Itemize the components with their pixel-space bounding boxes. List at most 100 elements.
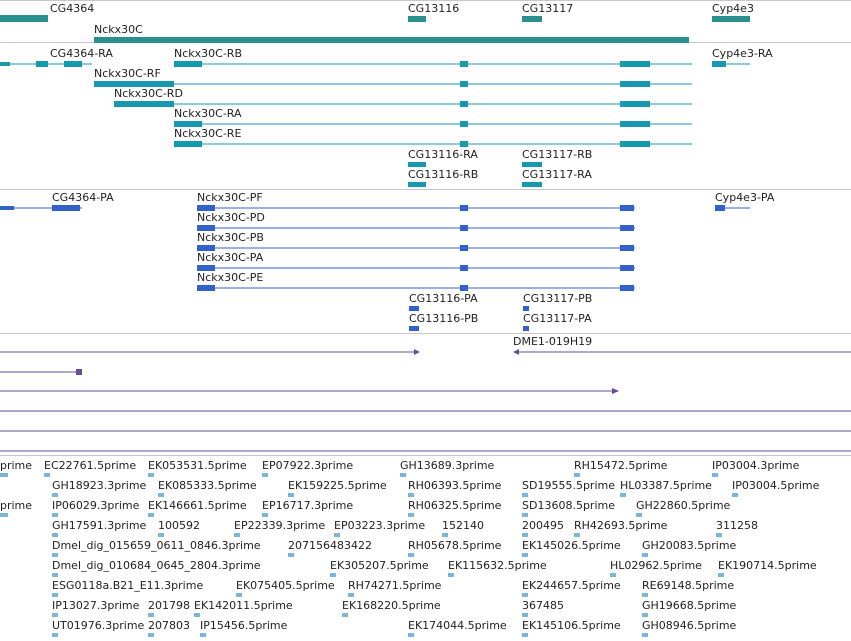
est-feature[interactable]: 207156483422	[288, 539, 372, 557]
transcript-feature[interactable]: CG13117-RA	[522, 168, 592, 187]
est-feature[interactable]: RH05678.5prime	[408, 539, 502, 557]
est-feature[interactable]: EC22761.5prime	[44, 459, 136, 477]
clone-feature[interactable]: DME1-019H19	[513, 335, 851, 355]
est-feature[interactable]: EK305207.5prime	[330, 559, 429, 577]
est-feature[interactable]: RH06325.5prime	[408, 499, 502, 517]
est-feature[interactable]: EP03223.3prime	[334, 519, 425, 537]
gene-feature[interactable]: CG13117	[522, 2, 573, 22]
protein-label: Nckx30C-PA	[197, 251, 264, 264]
est-feature[interactable]: EK053531.5prime	[148, 459, 247, 477]
est-feature[interactable]: RE69148.5prime	[642, 579, 734, 597]
est-feature[interactable]: EK145026.5prime	[522, 539, 621, 557]
est-feature[interactable]: EK174044.5prime	[408, 619, 507, 637]
transcript-feature[interactable]: Nckx30C-RA	[174, 107, 692, 127]
est-feature[interactable]: HL02962.5prime	[610, 559, 702, 577]
est-feature[interactable]: EK244657.5prime	[522, 579, 621, 597]
est-feature[interactable]: RH06393.5prime	[408, 479, 502, 497]
est-feature[interactable]: EK075405.5prime	[236, 579, 335, 597]
est-feature[interactable]: SD19555.5prime	[522, 479, 615, 497]
est-feature[interactable]: IP03004.5prime	[732, 479, 820, 497]
protein-feature[interactable]: Nckx30C-PA	[197, 251, 635, 271]
est-feature[interactable]: prime	[0, 459, 32, 477]
est-feature[interactable]: Dmel_dig_010684_0645_2804.3prime	[52, 559, 261, 577]
transcript-feature[interactable]: CG13117-RB	[522, 148, 592, 167]
est-label: EK244657.5prime	[522, 579, 621, 592]
est-feature[interactable]: EK190714.5prime	[718, 559, 817, 577]
est-feature[interactable]: HL03387.5prime	[620, 479, 712, 497]
est-feature[interactable]: IP06029.3prime	[52, 499, 140, 517]
protein-label: Cyp4e3-PA	[715, 191, 775, 204]
est-label: EK159225.5prime	[288, 479, 387, 492]
est-feature[interactable]: EK115632.5prime	[448, 559, 547, 577]
transcript-feature[interactable]: CG13116-RB	[408, 168, 478, 187]
est-feature[interactable]: 100592	[158, 519, 200, 537]
est-feature[interactable]: 152140	[442, 519, 484, 537]
est-feature[interactable]: EK146661.5prime	[148, 499, 247, 517]
est-feature[interactable]: 367485	[522, 599, 564, 617]
est-feature[interactable]: 207803	[148, 619, 190, 637]
est-label: 207803	[148, 619, 190, 632]
est-feature[interactable]: SD13608.5prime	[522, 499, 615, 517]
est-feature[interactable]: EK168220.5prime	[342, 599, 441, 617]
est-feature[interactable]: IP03004.3prime	[712, 459, 800, 477]
transcript-label: Nckx30C-RF	[94, 67, 161, 80]
est-feature[interactable]: EP16717.3prime	[262, 499, 353, 517]
est-feature[interactable]: prime	[0, 499, 32, 517]
est-feature[interactable]: IP13027.3prime	[52, 599, 140, 617]
protein-feature[interactable]: Nckx30C-PF	[197, 191, 635, 211]
clone-track: DME1-019H19	[0, 335, 851, 452]
transcript-feature[interactable]: Nckx30C-RE	[174, 127, 692, 147]
est-feature[interactable]: RH15472.5prime	[574, 459, 668, 477]
est-feature[interactable]: EP07922.3prime	[262, 459, 353, 477]
est-feature[interactable]: EP22339.3prime	[234, 519, 325, 537]
est-feature[interactable]: UT01976.3prime	[52, 619, 145, 637]
protein-feature[interactable]: CG13116-PA	[409, 292, 478, 311]
protein-label: Nckx30C-PB	[197, 231, 264, 244]
gene-feature[interactable]: CG13116	[408, 2, 459, 22]
protein-feature[interactable]: CG13116-PB	[409, 312, 478, 331]
est-feature[interactable]: EK142011.5prime	[194, 599, 293, 617]
protein-feature[interactable]: Nckx30C-PB	[197, 231, 635, 251]
est-feature[interactable]: IP15456.5prime	[200, 619, 288, 637]
transcript-feature[interactable]: Nckx30C-RB	[174, 47, 692, 67]
est-feature[interactable]: 311258	[716, 519, 758, 537]
est-feature[interactable]: GH20083.5prime	[642, 539, 737, 557]
gene-feature[interactable]: Nckx30C	[94, 23, 689, 43]
protein-feature[interactable]: Nckx30C-PD	[197, 211, 635, 231]
est-label: UT01976.3prime	[52, 619, 145, 632]
clone-feature[interactable]	[0, 369, 82, 375]
est-label: RH06325.5prime	[408, 499, 502, 512]
est-feature[interactable]: GH22860.5prime	[636, 499, 731, 517]
est-label: RH05678.5prime	[408, 539, 502, 552]
clone-feature[interactable]	[0, 349, 420, 355]
est-feature[interactable]: EK085333.5prime	[158, 479, 257, 497]
protein-feature[interactable]: CG13117-PA	[523, 312, 592, 331]
est-feature[interactable]: GH17591.3prime	[52, 519, 147, 537]
protein-feature[interactable]: CG4364-PA	[0, 191, 114, 211]
transcript-feature[interactable]: CG4364-RA	[0, 47, 113, 67]
est-feature[interactable]: EK145106.5prime	[522, 619, 621, 637]
est-feature[interactable]: GH18923.3prime	[52, 479, 147, 497]
gene-feature[interactable]: CG4364	[0, 2, 94, 22]
est-feature[interactable]: GH08946.5prime	[642, 619, 737, 637]
clone-feature[interactable]	[0, 388, 619, 394]
est-feature[interactable]: ESG0118a.B21_E11.3prime	[52, 579, 203, 597]
est-label: EP07922.3prime	[262, 459, 353, 472]
protein-feature[interactable]: Nckx30C-PE	[197, 271, 635, 291]
transcript-feature[interactable]: Nckx30C-RF	[94, 67, 692, 87]
est-feature[interactable]: 200495	[522, 519, 564, 537]
transcript-feature[interactable]: CG13116-RA	[408, 148, 478, 167]
est-feature[interactable]: RH74271.5prime	[348, 579, 442, 597]
gene-feature[interactable]: Cyp4e3	[712, 2, 754, 22]
transcript-feature[interactable]: Nckx30C-RD	[114, 87, 692, 107]
protein-feature[interactable]: CG13117-PB	[523, 292, 592, 311]
est-label: GH17591.3prime	[52, 519, 147, 532]
est-feature[interactable]: Dmel_dig_015659_0611_0846.3prime	[52, 539, 261, 557]
est-feature[interactable]: GH19668.5prime	[642, 599, 737, 617]
transcript-feature[interactable]: Cyp4e3-RA	[712, 47, 773, 67]
est-feature[interactable]: EK159225.5prime	[288, 479, 387, 497]
est-feature[interactable]: 201798	[148, 599, 190, 617]
protein-feature[interactable]: Cyp4e3-PA	[715, 191, 775, 211]
est-feature[interactable]: RH42693.5prime	[574, 519, 668, 537]
est-feature[interactable]: GH13689.3prime	[400, 459, 495, 477]
